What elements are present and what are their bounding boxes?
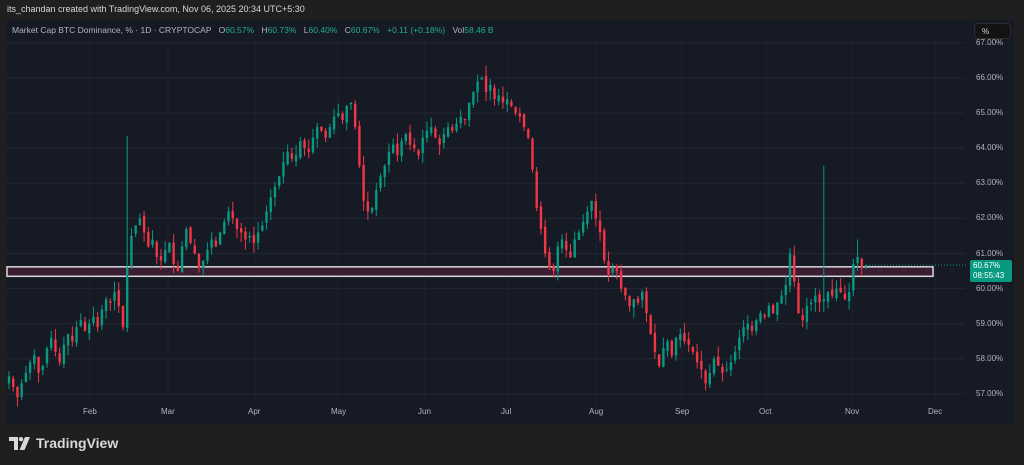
time-tick: Nov xyxy=(845,407,860,416)
time-tick: Oct xyxy=(759,407,772,416)
price-tick: 60.00% xyxy=(976,283,1004,293)
brand-name: TradingView xyxy=(36,435,119,451)
tradingview-logo: TradingView xyxy=(9,435,118,451)
time-tick: Mar xyxy=(161,407,175,416)
price-tick: 57.00% xyxy=(976,388,1004,398)
tradingview-logo-icon xyxy=(9,436,30,450)
high-value: 60.73% xyxy=(267,25,297,35)
time-tick: May xyxy=(331,407,347,416)
time-tick: Jun xyxy=(418,407,431,416)
price-tick: 62.00% xyxy=(976,213,1004,223)
price-tick: 66.00% xyxy=(976,73,1004,82)
last-price: 60.67% xyxy=(973,261,1001,270)
low-label: L xyxy=(303,25,309,35)
volume-value: 58.46 B xyxy=(464,25,494,35)
price-tick: 58.00% xyxy=(976,353,1004,363)
time-tick: Feb xyxy=(83,407,97,416)
open-value: 60.57% xyxy=(225,25,255,35)
close-label: C xyxy=(344,25,351,35)
chart-credit: its_chandan created with TradingView.com… xyxy=(7,4,305,14)
time-tick: Sep xyxy=(675,407,690,416)
last-price-tag: 60.67% 08:55:43 xyxy=(970,260,1012,282)
open-label: O xyxy=(218,25,226,35)
chart-area[interactable] xyxy=(7,20,1014,424)
price-tick: 61.00% xyxy=(976,248,1004,258)
symbol-legend: Market Cap BTC Dominance, % · 1D · CRYPT… xyxy=(12,25,499,35)
time-tick: Apr xyxy=(248,407,261,416)
unit-toggle-button[interactable]: % xyxy=(974,23,1011,39)
volume-label: Vol xyxy=(452,25,465,35)
price-tick: 65.00% xyxy=(976,108,1004,118)
price-tick: 59.00% xyxy=(976,318,1004,328)
low-value: 60.40% xyxy=(308,25,338,35)
time-tick: Aug xyxy=(589,407,604,416)
price-tick: 63.00% xyxy=(976,178,1004,188)
high-label: H xyxy=(261,25,268,35)
price-tick: 64.00% xyxy=(976,143,1004,153)
change-value: +0.11 (+0.18%) xyxy=(387,25,446,35)
price-tick: 67.00% xyxy=(976,37,1004,47)
symbol-name[interactable]: Market Cap BTC Dominance, % · 1D · CRYPT… xyxy=(12,25,212,35)
bar-countdown: 08:55:43 xyxy=(973,271,1005,280)
close-value: 60.67% xyxy=(350,25,380,35)
time-tick: Jul xyxy=(501,407,512,416)
time-tick: Dec xyxy=(928,407,943,416)
